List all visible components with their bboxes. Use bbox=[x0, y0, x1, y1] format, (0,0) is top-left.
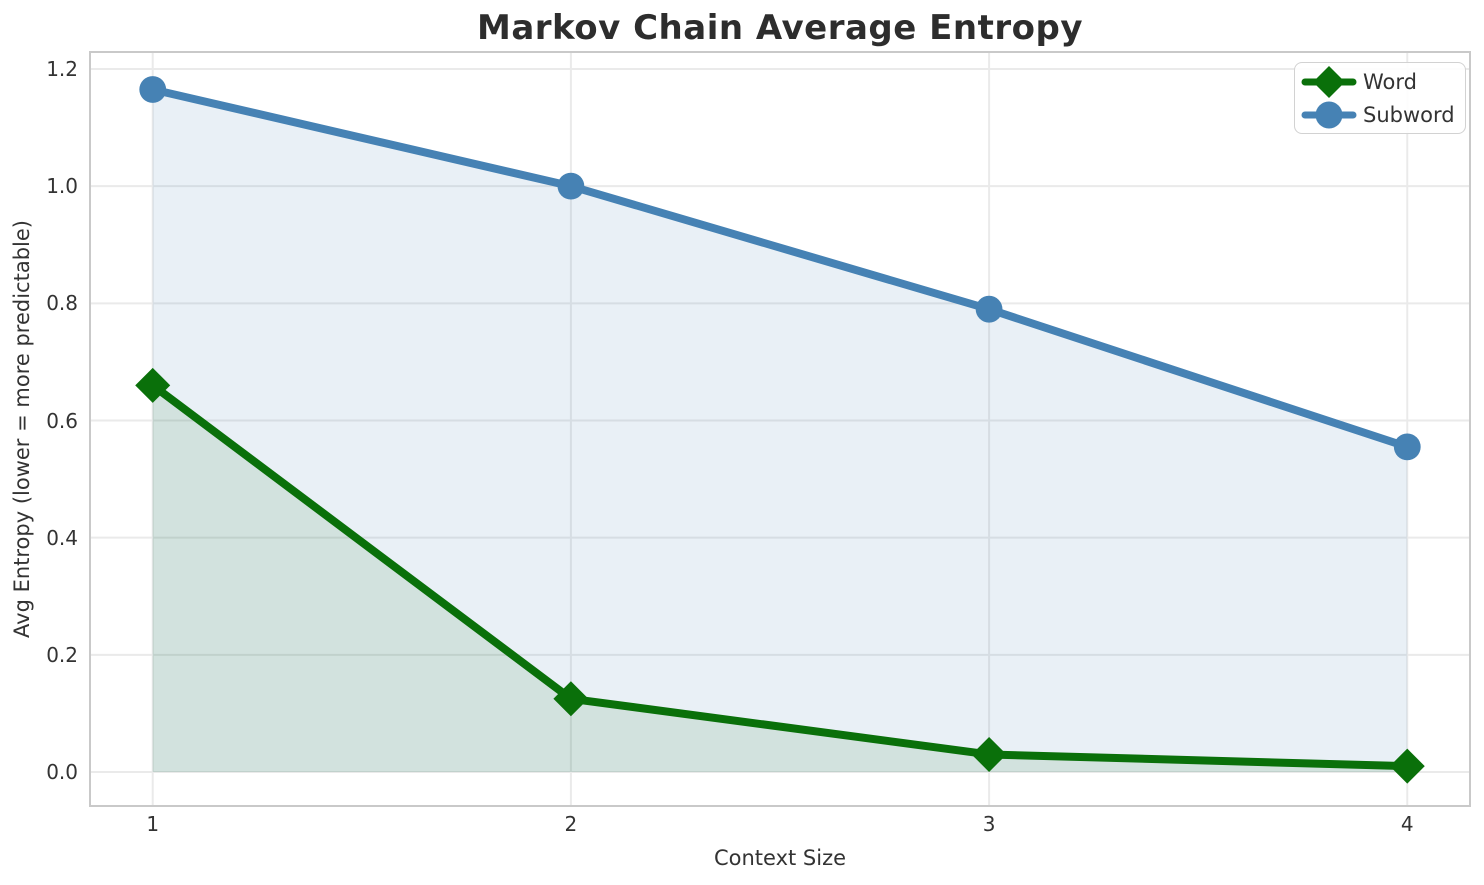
word-data-point bbox=[971, 736, 1007, 772]
legend-label-word: Word bbox=[1363, 69, 1417, 94]
word-data-point bbox=[553, 681, 589, 717]
subword-line bbox=[148, 85, 1412, 451]
word-data-point bbox=[1389, 748, 1425, 784]
chart-title: Markov Chain Average Entropy bbox=[477, 8, 1083, 48]
y-tick-label: 0.4 bbox=[46, 525, 78, 550]
x-tick-label: 1 bbox=[146, 812, 160, 836]
word-line bbox=[148, 381, 1412, 771]
subword-data-point bbox=[1393, 433, 1421, 461]
axes-frame bbox=[89, 51, 1471, 807]
y-axis-label: Avg Entropy (lower = more predictable) bbox=[10, 220, 34, 638]
word-data-point bbox=[135, 367, 171, 403]
x-tick-label: 2 bbox=[564, 812, 578, 836]
subword-data-point bbox=[975, 295, 1003, 323]
y-tick-label: 0.6 bbox=[46, 408, 78, 433]
legend-item-subword: Subword bbox=[1301, 98, 1455, 131]
x-tick-label: 4 bbox=[1400, 812, 1414, 836]
legend: Word Subword bbox=[1294, 62, 1466, 134]
y-tick-label: 1.2 bbox=[46, 56, 78, 81]
subword-circle-icon bbox=[1301, 101, 1357, 128]
subword-data-point bbox=[139, 76, 167, 103]
x-tick-label: 3 bbox=[982, 812, 996, 836]
y-tick-label: 0.8 bbox=[46, 291, 78, 316]
word-area-fill bbox=[152, 385, 1408, 773]
legend-label-subword: Subword bbox=[1363, 102, 1455, 127]
x-axis-label: Context Size bbox=[713, 846, 847, 870]
y-tick-label: 0.2 bbox=[46, 642, 78, 667]
y-tick-label: 0.0 bbox=[46, 760, 78, 785]
y-tick-label: 1.0 bbox=[46, 174, 78, 199]
word-diamond-icon bbox=[1301, 65, 1357, 98]
subword-area-fill bbox=[152, 89, 1408, 773]
subword-data-point bbox=[557, 172, 585, 200]
legend-item-word: Word bbox=[1301, 65, 1455, 98]
